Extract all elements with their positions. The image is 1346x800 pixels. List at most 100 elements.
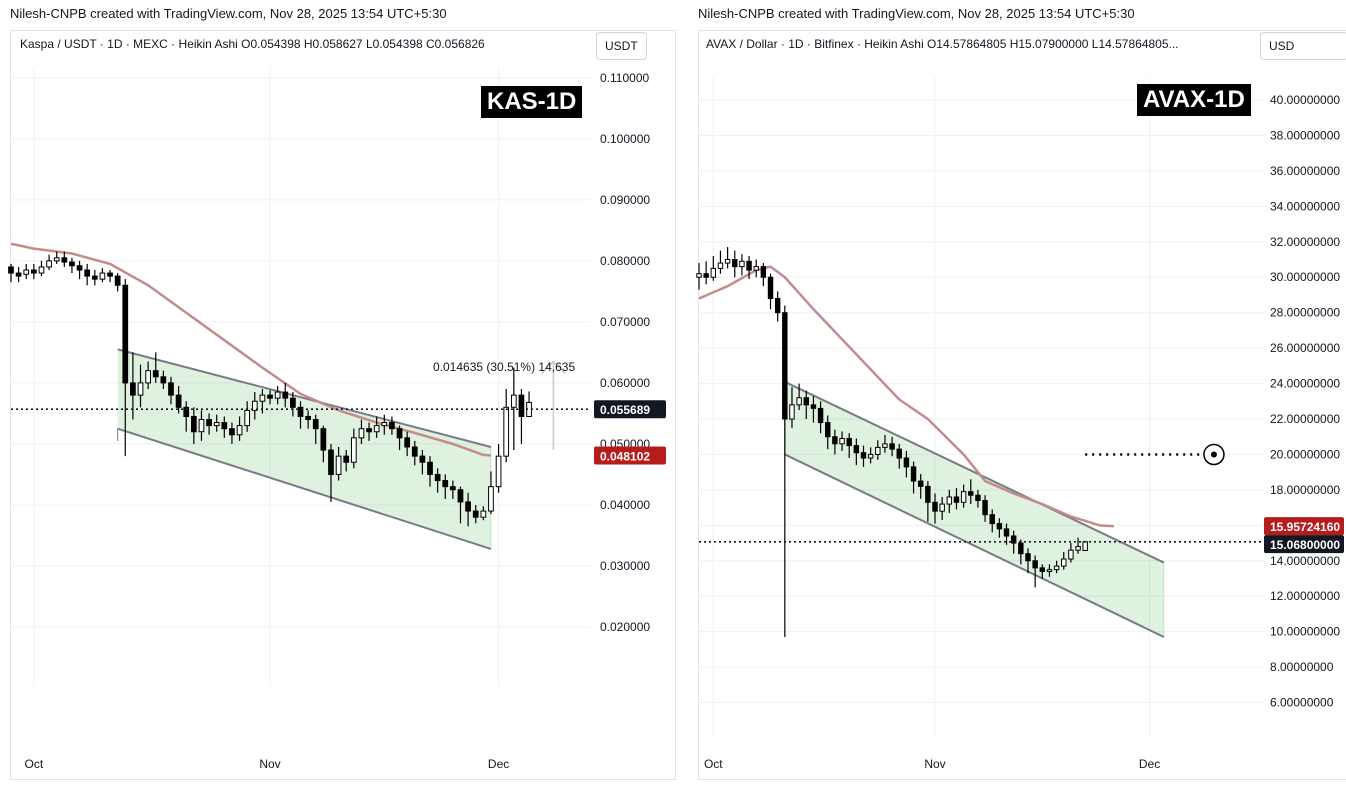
avax-candle-body: [710, 267, 717, 278]
kas-ytick-label: 0.110000: [600, 71, 649, 85]
avax-ma-price-label: 15.95724160: [1270, 520, 1340, 534]
kas-candle-body: [503, 406, 510, 457]
kas-candle-body: [259, 394, 266, 402]
avax-candle-body: [989, 514, 995, 525]
avax-candle-body: [1046, 569, 1053, 572]
kas-candle-body: [328, 449, 334, 475]
avax-candle-body: [925, 485, 931, 503]
avax-candle-body: [767, 276, 774, 300]
avax-candle-body: [760, 266, 767, 278]
kas-last-price-tag: [594, 400, 666, 419]
avax-ytick-label: 8.00000000: [1270, 660, 1334, 674]
kas-credit: Nilesh-CNPB created with TradingView.com…: [10, 6, 447, 21]
kas-ytick-label: 0.090000: [600, 193, 650, 207]
avax-candle-body: [832, 436, 838, 445]
kas-candle-body: [190, 415, 197, 433]
kas-candle-body: [122, 284, 129, 384]
avax-candle-body: [1025, 553, 1031, 562]
kas-candle-body: [46, 260, 52, 268]
kas-candle-body: [53, 257, 60, 262]
avax-credit: Nilesh-CNPB created with TradingView.com…: [698, 6, 1135, 21]
avax-ytick-label: 12.00000000: [1270, 589, 1340, 603]
avax-candle-body: [1003, 528, 1010, 537]
kas-ytick-label: 0.030000: [600, 559, 650, 573]
avax-candle-body: [917, 480, 924, 487]
kas-candle-body: [107, 272, 113, 277]
kas-candle-body: [320, 428, 327, 451]
kas-chart-panel: Nilesh-CNPB created with TradingView.com…: [8, 6, 676, 780]
avax-ytick-label: 36.00000000: [1270, 164, 1340, 178]
kas-candle-body: [488, 486, 494, 512]
kas-candle-body: [305, 415, 311, 421]
kas-candle-body: [61, 257, 68, 263]
avax-candle-body: [910, 466, 917, 482]
kas-candle-body: [91, 275, 98, 280]
avax-channel-fill: [784, 381, 1164, 637]
kas-channel-lower: [117, 427, 492, 550]
kas-candle-body: [137, 382, 144, 396]
kas-legend: Kaspa / USDT · 1D · MEXC · Heikin Ashi O…: [20, 37, 485, 51]
kas-chart-svg: 0.110000 0.100000 0.090000 0.080000 0.070000…: [8, 68, 666, 771]
kas-ytick-label: 0.020000: [600, 620, 650, 634]
kas-candle-body: [366, 428, 372, 433]
kas-candle-body: [389, 422, 395, 430]
kas-candle-body: [282, 391, 289, 399]
kas-candle-body: [198, 419, 205, 433]
avax-chart-svg: 40.00000000 38.00000000 36.00000000 34.0000…: [696, 77, 1344, 771]
kas-candle-body: [297, 406, 304, 417]
kas-ma-price-label: 0.048102: [600, 450, 650, 464]
avax-ytick-label: 6.00000000: [1270, 696, 1334, 710]
avax-candle-body: [1075, 546, 1081, 551]
kas-xtick-label: Oct: [25, 757, 44, 771]
avax-legend: AVAX / Dollar · 1D · Bitfinex · Heikin A…: [706, 37, 1179, 51]
kas-candle-body: [69, 261, 75, 267]
kas-candle-body: [30, 269, 37, 274]
kas-candle-body: [168, 382, 174, 396]
avax-candle-body: [1010, 535, 1017, 544]
kas-candle-body: [84, 269, 91, 277]
kas-candle-body: [450, 486, 456, 491]
avax-candle-body: [810, 404, 817, 409]
kas-candle-body: [213, 422, 220, 427]
kas-candle-body: [221, 422, 228, 430]
kas-candle-body: [434, 473, 441, 482]
kas-currency-button[interactable]: USDT: [596, 32, 647, 60]
avax-candle-body: [1068, 549, 1074, 560]
avax-candle-body: [1039, 567, 1046, 572]
avax-candle-body: [946, 496, 953, 505]
avax-candle-body: [875, 446, 881, 455]
kas-candle-body: [350, 437, 357, 463]
kas-ytick-label: 0.070000: [600, 315, 650, 329]
kas-candle-body: [373, 425, 380, 433]
kas-candle-body: [175, 394, 182, 408]
avax-candle-body: [774, 298, 781, 314]
avax-candle-body: [903, 457, 910, 468]
avax-ytick-label: 22.00000000: [1270, 412, 1340, 426]
kas-candle-body: [244, 409, 251, 427]
kas-candle-body: [472, 510, 479, 518]
avax-candle-body: [746, 260, 752, 271]
avax-candle-body: [882, 443, 888, 448]
kas-measure-arrowhead: [540, 360, 566, 375]
kas-candle-body: [510, 394, 517, 408]
avax-candle-body: [953, 496, 960, 503]
avax-ma-price-tag: [1264, 517, 1344, 536]
kas-candle-body: [160, 376, 167, 384]
kas-candle-body: [290, 397, 296, 408]
kas-xtick-label: Dec: [488, 757, 509, 771]
avax-candle-body: [939, 503, 945, 512]
avax-ytick-label: 34.00000000: [1270, 199, 1340, 213]
kas-candle-body: [358, 428, 365, 439]
kas-candle-body: [152, 370, 159, 378]
avax-currency-button[interactable]: USD: [1260, 32, 1346, 60]
avax-candle-body: [753, 266, 759, 271]
avax-candle-body: [703, 273, 709, 278]
avax-ytick-label: 14.00000000: [1270, 554, 1340, 568]
avax-candle-body: [789, 404, 795, 420]
kas-candle-body: [312, 419, 319, 430]
kas-candle-body: [206, 419, 212, 427]
kas-candle-body: [145, 370, 151, 384]
kas-candle-body: [183, 406, 190, 417]
kas-channel-upper: [117, 348, 492, 448]
kas-candle-body: [76, 265, 83, 271]
